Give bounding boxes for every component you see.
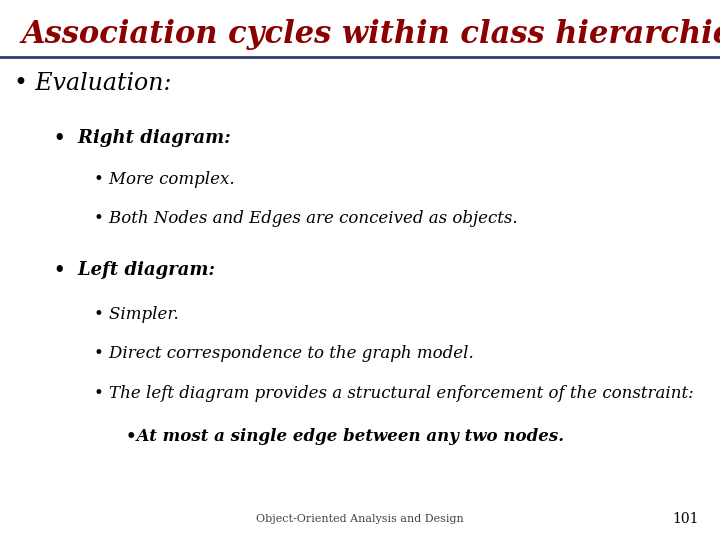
Text: Object-Oriented Analysis and Design: Object-Oriented Analysis and Design: [256, 515, 464, 524]
Text: • More complex.: • More complex.: [94, 171, 234, 188]
Text: • Direct correspondence to the graph model.: • Direct correspondence to the graph mod…: [94, 345, 473, 362]
Text: •  Left diagram:: • Left diagram:: [54, 261, 215, 279]
Text: • The left diagram provides a structural enforcement of the constraint:: • The left diagram provides a structural…: [94, 384, 693, 402]
Text: 101: 101: [672, 512, 698, 526]
Text: •  Right diagram:: • Right diagram:: [54, 129, 230, 147]
Text: • Evaluation:: • Evaluation:: [14, 72, 172, 95]
Text: • Simpler.: • Simpler.: [94, 306, 179, 323]
Text: Association cycles within class hierarchies: Association cycles within class hierarch…: [22, 19, 720, 50]
Text: • Both Nodes and Edges are conceived as objects.: • Both Nodes and Edges are conceived as …: [94, 210, 517, 227]
Text: •At most a single edge between any two nodes.: •At most a single edge between any two n…: [126, 428, 564, 445]
